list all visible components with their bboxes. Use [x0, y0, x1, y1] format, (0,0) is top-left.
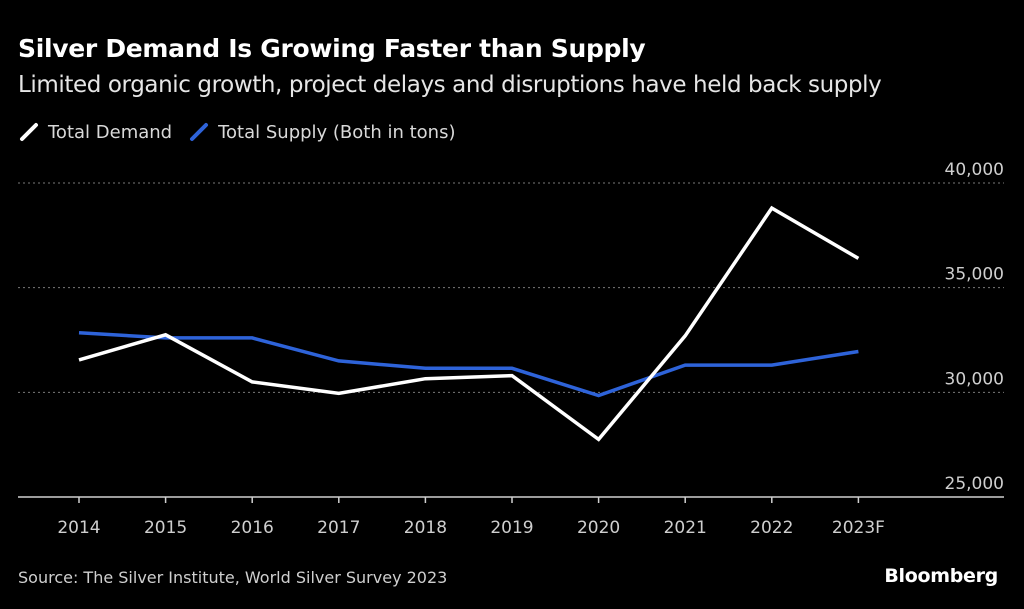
legend-item-supply: Total Supply (Both in tons) [188, 121, 456, 143]
legend-swatch-demand-icon [18, 121, 40, 143]
x-tick-label: 2021 [664, 518, 707, 538]
x-tick-label: 2023F [832, 518, 885, 538]
y-tick-label: 30,000 [945, 369, 1004, 389]
x-tick-label: 2017 [317, 518, 360, 538]
x-tick-label: 2019 [490, 518, 533, 538]
bloomberg-logo: Bloomberg [884, 565, 998, 587]
x-tick-label: 2018 [404, 518, 447, 538]
legend: Total Demand Total Supply (Both in tons) [18, 121, 472, 143]
legend-label-demand: Total Demand [48, 121, 173, 143]
series-line-total-demand [78, 205, 860, 442]
chart-subtitle: Limited organic growth, project delays a… [18, 72, 882, 98]
legend-label-supply: Total Supply (Both in tons) [218, 121, 456, 143]
legend-swatch-supply-icon [188, 121, 210, 143]
y-tick-label: 40,000 [945, 160, 1004, 180]
x-tick-label: 2022 [750, 518, 793, 538]
source-note: Source: The Silver Institute, World Silv… [18, 568, 448, 587]
chart-title: Silver Demand Is Growing Faster than Sup… [18, 34, 646, 63]
x-tick-label: 2015 [144, 518, 187, 538]
series-line-total-supply [78, 330, 859, 398]
y-tick-label: 25,000 [945, 474, 1004, 494]
y-tick-label: 35,000 [945, 265, 1004, 285]
x-tick-label: 2016 [231, 518, 274, 538]
x-tick-label: 2014 [57, 518, 100, 538]
x-tick-label: 2020 [577, 518, 620, 538]
legend-item-demand: Total Demand [18, 121, 172, 143]
